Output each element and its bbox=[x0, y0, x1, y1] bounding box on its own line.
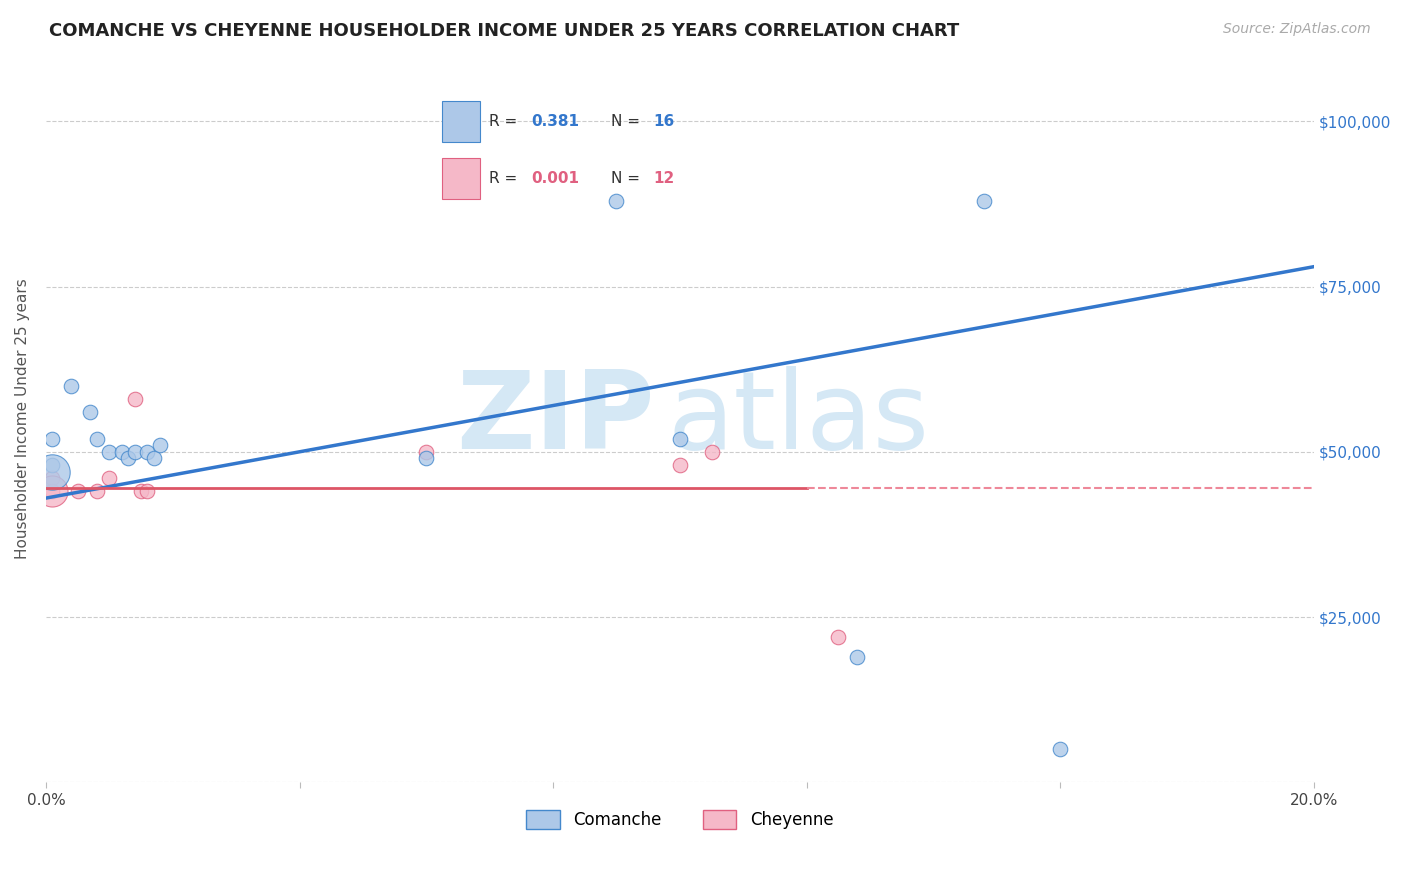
Point bbox=[415, 445, 437, 459]
Point bbox=[98, 471, 121, 485]
Point bbox=[86, 484, 108, 499]
Point bbox=[973, 194, 995, 208]
Point bbox=[124, 445, 146, 459]
Point bbox=[827, 630, 849, 644]
Point bbox=[124, 392, 146, 406]
Y-axis label: Householder Income Under 25 years: Householder Income Under 25 years bbox=[15, 278, 30, 559]
Text: COMANCHE VS CHEYENNE HOUSEHOLDER INCOME UNDER 25 YEARS CORRELATION CHART: COMANCHE VS CHEYENNE HOUSEHOLDER INCOME … bbox=[49, 22, 959, 40]
Legend: Comanche, Cheyenne: Comanche, Cheyenne bbox=[520, 804, 839, 836]
Point bbox=[98, 445, 121, 459]
Point bbox=[129, 484, 152, 499]
Text: ZIP: ZIP bbox=[456, 366, 655, 472]
Point bbox=[415, 451, 437, 466]
Point bbox=[136, 445, 159, 459]
Point bbox=[86, 432, 108, 446]
Point bbox=[669, 458, 692, 472]
Point bbox=[41, 484, 63, 499]
Point bbox=[41, 471, 63, 485]
Point bbox=[142, 451, 165, 466]
Point bbox=[79, 405, 101, 419]
Point bbox=[846, 649, 869, 664]
Point bbox=[136, 484, 159, 499]
Point bbox=[111, 445, 134, 459]
Point bbox=[41, 484, 63, 499]
Point bbox=[1049, 742, 1071, 756]
Point bbox=[41, 465, 63, 479]
Point bbox=[41, 432, 63, 446]
Point bbox=[117, 451, 139, 466]
Point bbox=[66, 484, 89, 499]
Point bbox=[41, 458, 63, 472]
Text: Source: ZipAtlas.com: Source: ZipAtlas.com bbox=[1223, 22, 1371, 37]
Point bbox=[149, 438, 172, 452]
Point bbox=[605, 194, 627, 208]
Point bbox=[669, 432, 692, 446]
Point bbox=[60, 378, 83, 392]
Text: atlas: atlas bbox=[668, 366, 929, 472]
Point bbox=[700, 445, 723, 459]
